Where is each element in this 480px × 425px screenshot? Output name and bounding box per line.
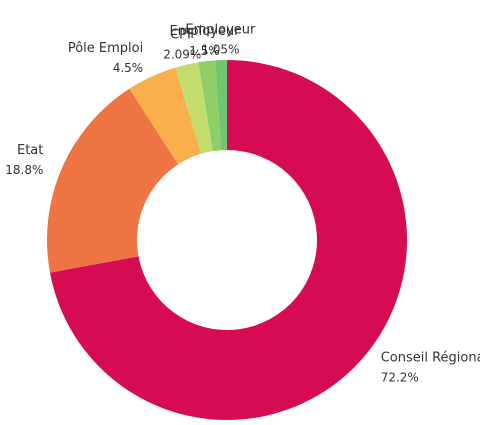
slice-value-label: 4.5%	[113, 61, 144, 75]
slice-value-label: 72.2%	[381, 370, 419, 384]
slice-value-label: 18.8%	[5, 163, 43, 177]
slice-label: Pôle Emploi	[68, 41, 143, 56]
slice-value-label: 2.09%	[163, 48, 201, 62]
slice-label: CPF	[170, 28, 194, 43]
slice-label: Conseil Régional	[381, 350, 480, 365]
slice-value-label: 1.05%	[201, 43, 239, 57]
donut-slice	[129, 67, 202, 165]
slice-label: Etat	[17, 143, 43, 158]
slice-label: Employeur	[169, 24, 240, 39]
donut-slice	[49, 60, 408, 421]
donut-slice	[215, 60, 227, 151]
donut-slice	[198, 60, 222, 152]
slice-value-label: 1.5%	[189, 44, 220, 58]
slice-label: Employeur	[185, 23, 256, 38]
donut-slice	[47, 88, 179, 273]
donut-slice	[175, 62, 213, 154]
